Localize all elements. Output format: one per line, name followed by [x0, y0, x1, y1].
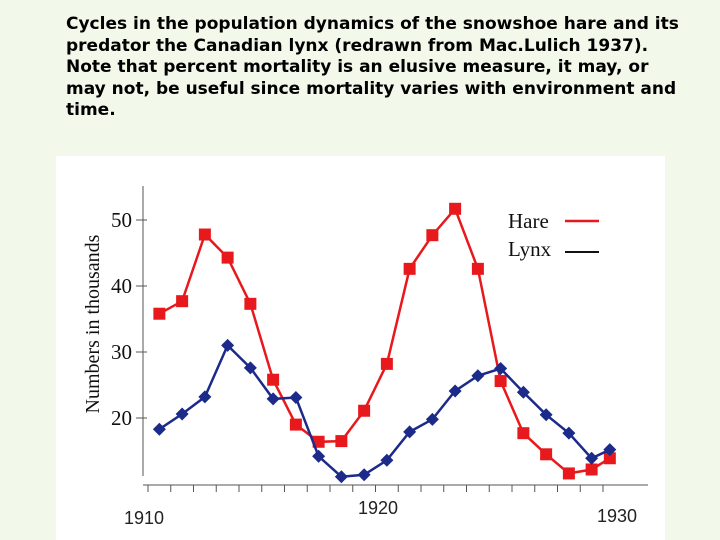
data-point-hare [221, 251, 234, 264]
y-tick-label: 50 [111, 208, 132, 232]
data-point-lynx [494, 362, 508, 375]
chart-panel: 50 40 30 20 1910 1920 1930 Numbers in thousan… [56, 156, 665, 540]
data-point-lynx [266, 392, 280, 406]
data-point-lynx [289, 391, 303, 405]
data-point-hare [289, 418, 302, 431]
data-point-lynx [152, 422, 166, 436]
data-point-hare [426, 229, 439, 242]
data-point-hare [312, 435, 325, 448]
data-point-lynx [471, 369, 485, 383]
series-hare [153, 202, 616, 480]
series-lynx [152, 338, 617, 484]
data-point-hare [403, 262, 416, 275]
x-ticks: 1910 1920 1930 [124, 485, 637, 528]
data-point-lynx [516, 385, 530, 399]
data-point-lynx [562, 426, 576, 440]
data-point-hare [585, 463, 598, 476]
x-tick-label: 1930 [597, 506, 637, 526]
data-point-lynx [334, 470, 348, 484]
data-point-hare [358, 404, 371, 417]
data-point-hare [603, 452, 616, 465]
data-point-lynx [448, 384, 462, 398]
data-point-lynx [425, 412, 439, 426]
y-tick-label: 20 [111, 406, 132, 430]
data-point-hare [471, 262, 484, 275]
data-point-hare [335, 435, 348, 448]
data-point-lynx [357, 468, 371, 482]
data-point-hare [494, 375, 507, 388]
data-point-hare [562, 467, 575, 480]
y-tick-label: 30 [111, 340, 132, 364]
data-point-lynx [539, 408, 553, 422]
figure-caption: Cycles in the population dynamics of the… [66, 14, 679, 120]
data-point-lynx [585, 451, 599, 465]
chart-axes: 50 40 30 20 1910 1920 1930 [111, 186, 648, 528]
legend-label-lynx: Lynx [508, 237, 552, 261]
data-point-lynx [243, 361, 257, 375]
data-point-lynx [603, 443, 617, 457]
data-point-lynx [221, 338, 235, 352]
data-point-hare [244, 297, 257, 310]
data-point-hare [449, 202, 462, 215]
y-axis-label: Numbers in thousands [82, 234, 104, 413]
data-point-lynx [198, 390, 212, 404]
data-point-lynx [403, 425, 417, 439]
chart-legend: Hare Lynx [508, 209, 599, 261]
data-point-hare [380, 357, 393, 370]
data-point-hare [153, 307, 166, 320]
data-point-lynx [175, 407, 189, 421]
series-layer [152, 202, 617, 484]
x-tick-label: 1910 [124, 508, 164, 528]
x-tick-label: 1920 [358, 498, 398, 518]
data-point-hare [198, 228, 211, 241]
data-point-lynx [312, 449, 326, 463]
y-tick-label: 40 [111, 274, 132, 298]
legend-label-hare: Hare [508, 209, 549, 233]
data-point-hare [517, 427, 530, 440]
population-chart: 50 40 30 20 1910 1920 1930 Numbers in thousan… [82, 186, 648, 528]
data-point-hare [540, 448, 553, 461]
data-point-hare [267, 373, 280, 386]
y-ticks: 50 40 30 20 [111, 208, 147, 430]
data-point-hare [176, 295, 189, 308]
data-point-lynx [380, 453, 394, 467]
